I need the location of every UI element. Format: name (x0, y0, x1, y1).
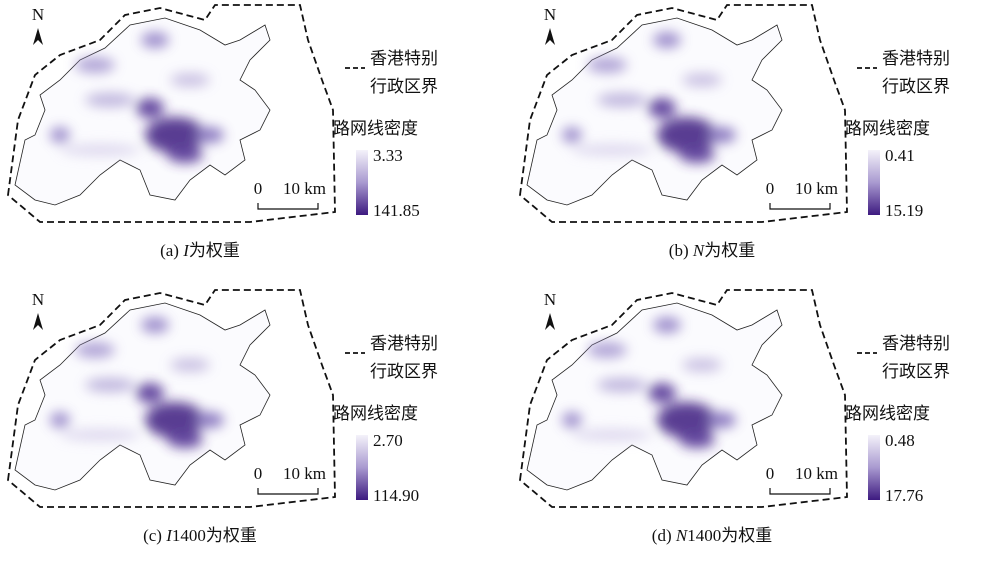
caption-prefix: (b) (669, 241, 693, 260)
boundary-legend: 行政区界 (370, 362, 438, 381)
north-arrow (545, 313, 555, 330)
caption-variable: N (692, 241, 706, 260)
caption-suffix: 为权重 (704, 241, 755, 260)
caption-variable: I (182, 241, 190, 260)
colorbar (868, 435, 880, 500)
density-title: 路网线密度 (845, 119, 930, 138)
boundary-legend: 行政区界 (370, 77, 438, 96)
caption-variable: I (165, 526, 173, 545)
colorbar-min: 3.33 (373, 146, 403, 165)
density-title: 路网线密度 (845, 404, 930, 423)
colorbar-max: 15.19 (885, 201, 923, 220)
scale-zero: 0 (766, 179, 775, 198)
north-label: N (32, 290, 44, 309)
boundary-legend: 行政区界 (882, 362, 950, 381)
north-label: N (32, 5, 44, 24)
caption: (d) N1400为权重 (652, 526, 772, 545)
north-arrow (33, 28, 43, 45)
colorbar-min: 2.70 (373, 431, 403, 450)
north-arrow (545, 28, 555, 45)
scale-zero: 0 (766, 464, 775, 483)
scale-bar (257, 203, 319, 210)
scale-distance: 10 km (283, 179, 326, 198)
caption: (c) I1400为权重 (143, 526, 257, 545)
boundary-legend: 行政区界 (882, 77, 950, 96)
boundary-legend: 香港特别 (882, 49, 950, 68)
colorbar-min: 0.41 (885, 146, 915, 165)
scale-distance: 10 km (283, 464, 326, 483)
colorbar (868, 150, 880, 215)
caption-suffix: 为权重 (189, 241, 240, 260)
colorbar-max: 114.90 (373, 486, 419, 505)
caption-prefix: (c) (143, 526, 166, 545)
caption-prefix: (d) (652, 526, 676, 545)
density-title: 路网线密度 (333, 119, 418, 138)
boundary-legend: 香港特别 (370, 49, 438, 68)
caption-prefix: (a) (160, 241, 183, 260)
colorbar (356, 150, 368, 215)
caption-suffix: 1400为权重 (687, 526, 772, 545)
scale-bar (257, 488, 319, 495)
scale-distance: 10 km (795, 464, 838, 483)
colorbar (356, 435, 368, 500)
north-label: N (544, 5, 556, 24)
boundary-legend: 香港特别 (370, 334, 438, 353)
north-arrow (33, 313, 43, 330)
colorbar-min: 0.48 (885, 431, 915, 450)
scale-zero: 0 (254, 179, 263, 198)
colorbar-max: 17.76 (885, 486, 923, 505)
scale-bar (769, 203, 831, 210)
north-label: N (544, 290, 556, 309)
scale-bar (769, 488, 831, 495)
density-title: 路网线密度 (333, 404, 418, 423)
caption-variable: N (675, 526, 689, 545)
caption: (b) N为权重 (669, 241, 755, 260)
scale-distance: 10 km (795, 179, 838, 198)
caption: (a) I为权重 (160, 241, 240, 260)
scale-zero: 0 (254, 464, 263, 483)
caption-suffix: 1400为权重 (172, 526, 257, 545)
colorbar-max: 141.85 (373, 201, 420, 220)
boundary-legend: 香港特别 (882, 334, 950, 353)
